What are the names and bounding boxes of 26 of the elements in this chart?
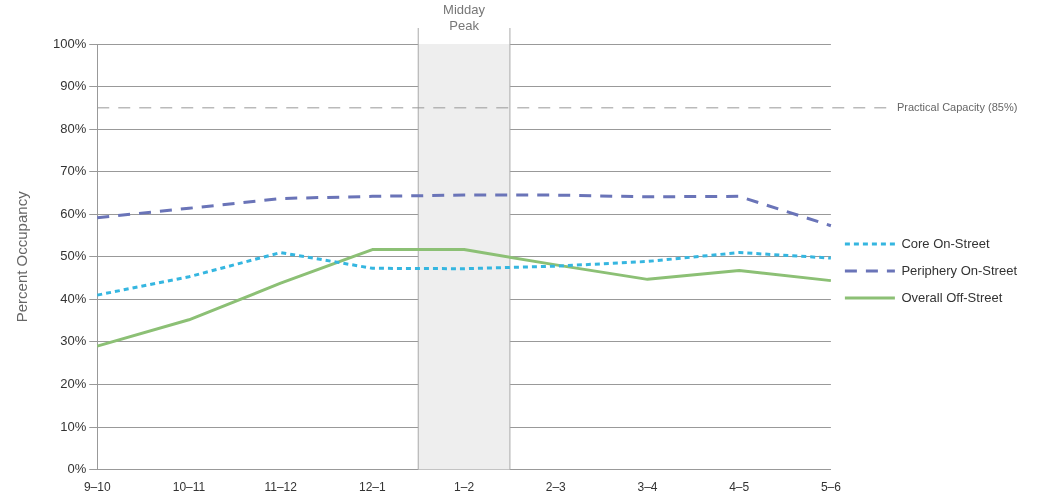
y-tick-label: 10% (60, 418, 87, 434)
legend-label: Overall Off-Street (901, 289, 1003, 305)
y-tick-label: 100% (53, 35, 87, 51)
legend-label: Periphery On-Street (901, 262, 1018, 278)
y-tick-label: 70% (60, 163, 87, 179)
x-tick-label: 1–2 (454, 480, 475, 495)
band-label: Midday Peak (443, 2, 486, 33)
y-tick-label: 0% (67, 461, 87, 477)
y-tick-label: 50% (60, 248, 87, 264)
x-tick-label: 3–4 (637, 480, 658, 495)
y-tick-label: 40% (60, 290, 87, 306)
x-tick-label: 10–11 (172, 480, 206, 495)
y-tick-label: 30% (60, 333, 87, 349)
x-tick-label: 5–6 (820, 480, 842, 495)
x-tick-label: 11–12 (264, 480, 298, 495)
legend-label: Core On-Street (901, 235, 990, 251)
y-tick-label: 90% (60, 78, 87, 94)
x-tick-label: 4–5 (729, 480, 750, 495)
x-tick-label: 9–10 (83, 480, 111, 495)
y-axis-title: Percent Occupancy (13, 190, 31, 323)
y-tick-label: 80% (60, 120, 87, 136)
ref-line-label: Practical Capacity (85%) (896, 100, 1018, 113)
x-tick-label: 2–3 (545, 480, 567, 495)
y-tick-label: 60% (60, 205, 87, 221)
x-tick-label: 12–1 (359, 480, 387, 495)
y-tick-label: 20% (60, 376, 87, 392)
